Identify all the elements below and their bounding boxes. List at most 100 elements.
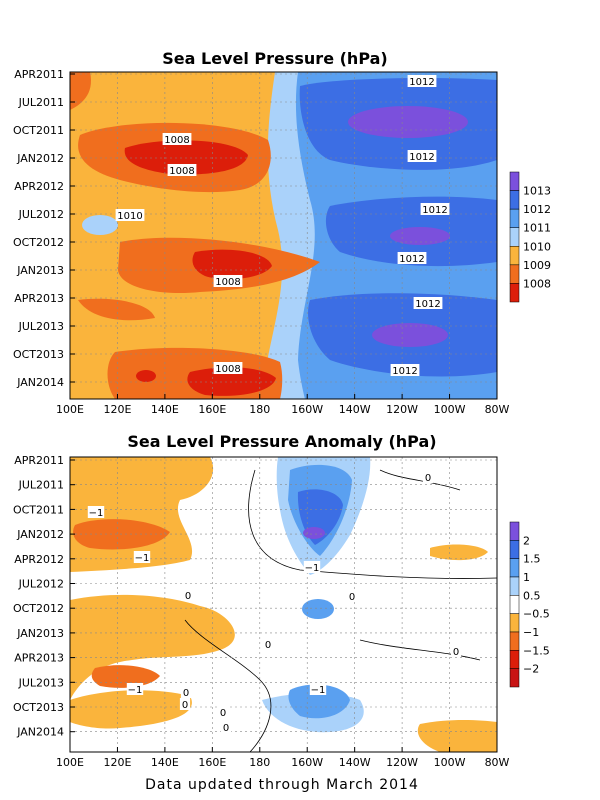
slp-axis-ticks: 100E 120E 140E 160E 180 160W 140W 120W 100W 80W AP… [13,68,510,416]
anom-pos-4 [302,599,334,619]
y-tick-label: OCT2013 [13,348,64,361]
contour-label-bg [450,645,462,657]
contour-label-bg [217,706,229,718]
y-tick-label: OCT2012 [13,602,64,615]
y-tick-label: JUL2011 [18,96,64,109]
contour-label-bg [413,297,443,309]
contour-label: 1010 [117,211,142,222]
contour-label: 0 [220,708,226,719]
anom-neg-5 [417,720,497,752]
contour-label: 1012 [409,152,434,163]
slp-field [70,72,497,399]
anom-contour-zero-2 [184,619,272,752]
contour-label-bg [407,150,437,162]
colorbar-label: 1011 [523,222,551,235]
y-tick-label: JAN2012 [16,528,64,541]
x-tick-label: 100E [56,756,84,769]
colorbar-label: 1.5 [523,553,541,566]
slp-region-1008d [136,370,156,382]
anom-neg-3 [70,690,192,729]
anom-neg-2 [70,594,235,700]
colorbar-swatch [509,668,520,688]
anom-pos-2 [303,527,325,539]
anomaly-colorbar: 2 1.5 1 0.5 −0.5 −1 −1.5 −2 [509,521,550,688]
slp-frame [69,71,498,400]
colorbar-label: −1 [523,626,539,639]
colorbar-swatch [509,576,520,596]
anom-neg-4 [430,544,488,561]
x-tick-label: 160W [291,756,323,769]
y-tick-label: APR2011 [14,68,64,81]
colorbar-label: −0.5 [523,608,550,621]
x-tick-label: 140E [151,756,179,769]
y-tick-label: JAN2013 [16,264,64,277]
contour-label-bg [346,590,358,602]
x-tick-label: 80W [485,403,510,416]
colorbar-swatch [509,190,520,210]
contour-label: 1012 [422,205,447,216]
colorbar-label: 1012 [523,203,551,216]
x-tick-label: 160E [198,403,226,416]
colorbar-swatch [509,631,520,651]
x-tick-label: 140W [339,756,371,769]
contour-label-bg [167,164,197,176]
y-tick-label: JAN2014 [16,726,64,739]
y-tick-label: APR2012 [14,553,64,566]
slp-contour-labels: 1012 1008 1012 1008 1010 1012 1012 1008 1012 1008… [115,75,450,377]
colorbar-swatch [509,227,520,247]
colorbar-swatch [509,171,520,191]
x-tick-label: 140E [151,403,179,416]
contour-label: 1012 [409,77,434,88]
anomaly-axis-ticks: 100E 120E 140E 160E 180 160W 140W 120W 100W 80W AP… [13,454,510,769]
x-tick-label: 120W [386,403,418,416]
y-tick-label: JUL2012 [18,208,64,221]
y-tick-label: JUL2013 [18,676,64,689]
slp-region-1013b [390,227,450,245]
anomaly-field [70,457,497,752]
contour-label-bg [420,203,450,215]
colorbar-label: −1.5 [523,644,550,657]
y-tick-label: JAN2012 [16,152,64,165]
contour-label-bg [397,252,427,264]
contour-label-bg [213,275,243,287]
colorbar-swatch [509,613,520,633]
y-tick-label: APR2011 [14,454,64,467]
x-tick-label: 100W [434,403,466,416]
slp-region-1013a [348,106,468,138]
x-tick-label: 160E [198,756,226,769]
contour-label: 0 [223,723,229,734]
colorbar-label: 1 [523,571,530,584]
slp-region-1008c [187,367,276,396]
colorbar-label: 1010 [523,240,551,253]
y-tick-label: JUL2011 [18,479,64,492]
colorbar-swatch [509,264,520,284]
y-tick-label: JUL2013 [18,320,64,333]
contour-label: 0 [349,592,355,603]
contour-label: 0 [265,640,271,651]
slp-title: Sea Level Pressure (hPa) [162,49,387,68]
contour-label: −1 [89,508,104,519]
y-tick-label: JAN2013 [16,627,64,640]
colorbar-swatch [509,540,520,559]
x-tick-label: 100W [434,756,466,769]
anomaly-frame [69,456,498,753]
contour-label: 0 [453,647,459,658]
x-tick-label: 120E [103,756,131,769]
slp-region-1013c [372,323,448,347]
contour-label-bg [303,561,321,573]
y-tick-label: OCT2012 [13,236,64,249]
x-tick-label: 160W [291,403,323,416]
anom-contour-zero-1 [248,469,497,579]
colorbar-label: 0.5 [523,589,541,602]
y-tick-label: APR2013 [14,292,64,305]
y-tick-label: APR2013 [14,652,64,665]
contour-label: 0 [183,688,189,699]
contour-label: −1 [311,685,326,696]
colorbar-label: 1008 [523,277,551,290]
contour-label-bg [407,75,437,87]
contour-label-bg [213,362,243,374]
contour-label-bg [126,683,144,695]
anomaly-gridlines [70,457,497,752]
y-tick-label: OCT2011 [13,503,64,516]
colorbar-swatch [509,283,520,303]
